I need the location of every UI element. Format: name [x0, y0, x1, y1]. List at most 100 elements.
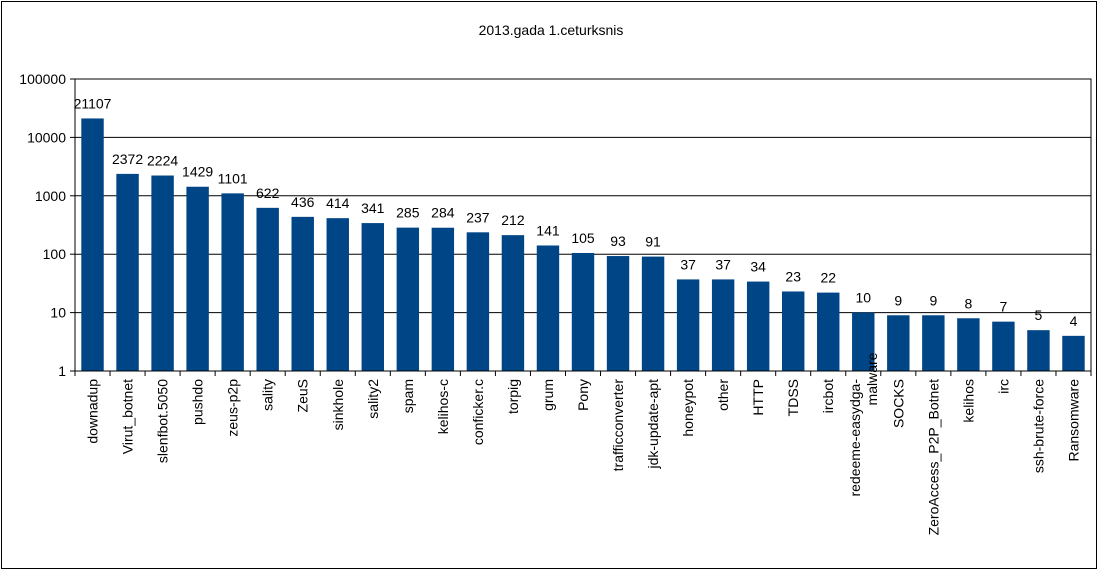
- data-label: 2372: [112, 151, 143, 167]
- x-category-label: slenfbot.5050: [155, 379, 171, 463]
- bar: [221, 193, 244, 371]
- bar: [641, 256, 665, 371]
- x-category-label: TDSS: [785, 379, 801, 416]
- x-category-label: sality: [260, 379, 276, 411]
- y-tick-label: 100000: [19, 71, 66, 87]
- bar: [361, 223, 385, 371]
- data-label: 91: [645, 234, 661, 250]
- bar: [256, 207, 279, 371]
- data-label: 1429: [182, 164, 213, 180]
- bar: [431, 227, 455, 371]
- bar: [116, 173, 139, 371]
- bar: [151, 175, 174, 371]
- data-label: 7: [1000, 299, 1008, 315]
- bar: [676, 279, 700, 371]
- x-category-label: pushdo: [190, 379, 206, 425]
- y-tick-label: 1: [58, 363, 66, 379]
- bar: [817, 292, 840, 371]
- bar: [852, 312, 875, 371]
- y-tick-label: 10: [50, 305, 66, 321]
- bar: [922, 315, 945, 371]
- x-category-label: honeypot: [680, 379, 696, 437]
- data-label: 34: [750, 259, 766, 275]
- x-category-label: Ransomware: [1065, 379, 1081, 462]
- data-label: 10: [855, 290, 871, 306]
- x-category-label: HTTP: [750, 379, 766, 416]
- bar: [887, 315, 910, 371]
- data-label: 9: [929, 292, 937, 308]
- data-label: 237: [466, 209, 490, 225]
- bar: [711, 279, 735, 371]
- chart-title: 2013.gada 1.ceturksnis: [479, 22, 624, 38]
- data-label: 414: [326, 195, 350, 211]
- bar: [957, 318, 980, 371]
- bar: [536, 245, 560, 371]
- bars: [81, 118, 1085, 371]
- bar: [81, 118, 104, 371]
- data-label: 284: [431, 205, 455, 221]
- bar: [571, 252, 595, 371]
- x-category-label: downadup: [85, 379, 101, 444]
- bar: [992, 321, 1015, 371]
- data-label: 4: [1070, 313, 1078, 329]
- x-axis-labels: downadup Virut_botnet slenfbot.5050 pushdo z…: [74, 352, 1092, 536]
- x-category-label: torpig: [505, 379, 521, 414]
- x-category-label: spam: [400, 379, 416, 413]
- x-category-label: ZeroAccess_P2P_Botnet: [925, 379, 941, 536]
- bar: [186, 186, 209, 371]
- x-category-label: Pony: [575, 379, 591, 411]
- x-category-label: jdk-update-apt: [645, 379, 661, 470]
- x-category-label: other: [715, 379, 731, 411]
- x-category-label: conficker.c: [470, 379, 486, 445]
- bar: [501, 235, 525, 371]
- x-category-label: sality2: [365, 379, 381, 419]
- data-label: 2224: [147, 153, 178, 169]
- x-category-label: ssh-brute-force: [1030, 379, 1046, 473]
- y-axis-ticks: 1 10 100 1000 10000 100000: [19, 71, 75, 379]
- x-category-label: Virut_botnet: [120, 379, 136, 454]
- x-category-label: trafficconverter: [610, 379, 626, 472]
- bar: [466, 232, 490, 371]
- data-label: 1101: [218, 170, 248, 186]
- data-label: 37: [715, 256, 731, 272]
- x-category-label: kelihos-c: [435, 379, 451, 434]
- x-category-label: kelihos: [960, 379, 976, 423]
- x-category-label: ZeuS: [295, 379, 311, 412]
- bar: [1062, 335, 1085, 371]
- bar: [1027, 330, 1050, 371]
- x-category-label: grum: [540, 379, 556, 411]
- data-label: 93: [610, 233, 626, 249]
- data-label: 37: [680, 256, 696, 272]
- data-label: 22: [820, 270, 836, 286]
- x-category-label: redeeme-easydga-malware: [847, 352, 880, 496]
- data-label: 341: [361, 200, 385, 216]
- bar: [746, 281, 770, 371]
- bar: [606, 256, 630, 371]
- data-label: 5: [1035, 307, 1043, 323]
- data-label: 436: [291, 194, 315, 210]
- data-label: 23: [785, 268, 801, 284]
- bar: [781, 291, 805, 371]
- data-label: 8: [964, 295, 972, 311]
- plot-area-border: [74, 78, 1092, 372]
- data-label: 285: [396, 205, 420, 221]
- x-category-label: SOCKS: [890, 379, 906, 428]
- y-tick-label: 10000: [27, 129, 66, 145]
- bar: [291, 216, 314, 371]
- x-category-label: irc: [995, 379, 1011, 394]
- x-category-label: ircbot: [820, 379, 836, 413]
- x-category-label: sinkhole: [330, 379, 346, 431]
- data-label: 9: [894, 292, 902, 308]
- y-tick-label: 1000: [35, 188, 66, 204]
- data-label: 622: [256, 185, 280, 201]
- bar: [326, 218, 349, 371]
- data-label: 141: [536, 222, 560, 238]
- x-category-label: zeus-p2p: [225, 379, 241, 437]
- data-label: 212: [501, 212, 525, 228]
- data-label: 105: [571, 230, 595, 246]
- data-label: 21107: [74, 95, 112, 111]
- bar: [396, 227, 420, 371]
- y-tick-label: 100: [43, 246, 67, 262]
